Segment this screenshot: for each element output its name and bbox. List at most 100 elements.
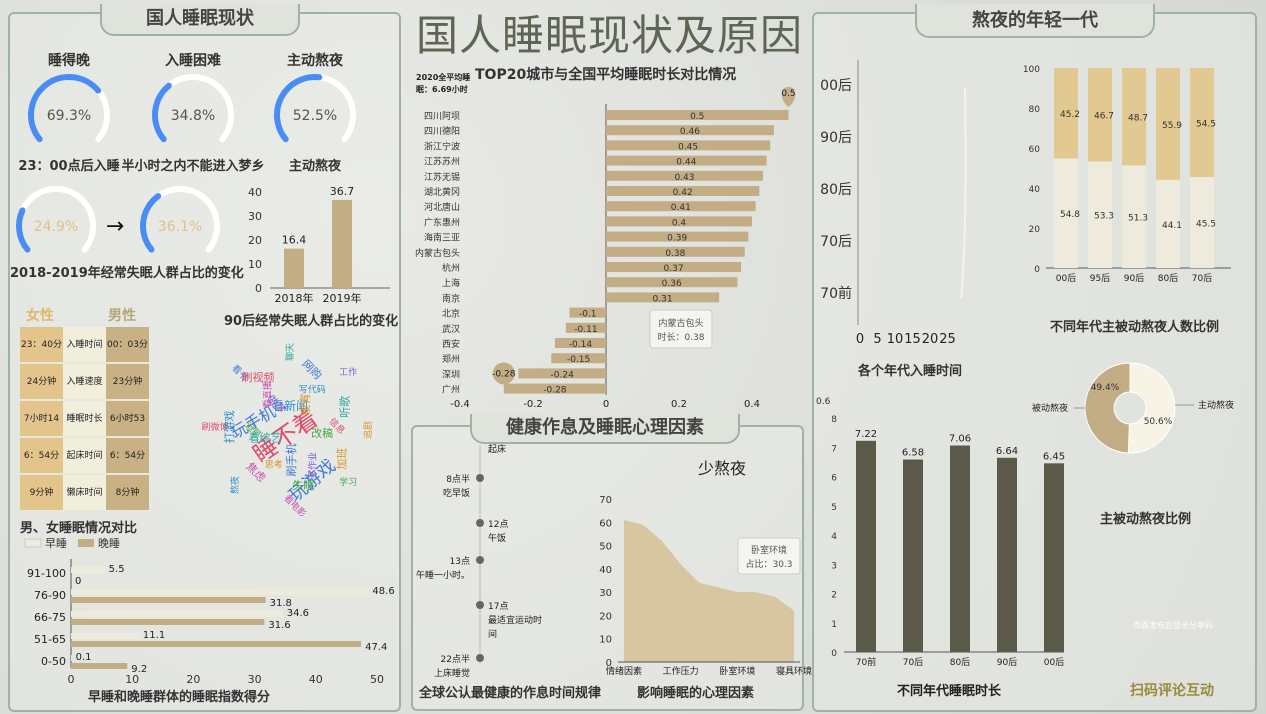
psych-xtick: 情绪因素 xyxy=(606,665,642,677)
city-value-label: -0.14 xyxy=(569,340,593,350)
ratio-xtick: 00后 xyxy=(1056,273,1076,284)
city-xtick: 0 xyxy=(603,399,609,410)
era-xtick: 5 xyxy=(873,332,881,347)
city-name: 四川德阳 xyxy=(424,125,460,137)
word-cloud-word: 看直播 xyxy=(261,381,273,408)
gender-cell: 23：40分 xyxy=(20,327,63,363)
city-name: 湖北黄冈 xyxy=(424,186,460,198)
timeline-dot xyxy=(476,654,484,662)
pie-passive-value: 49.4% xyxy=(1091,383,1120,393)
city-bar xyxy=(554,338,606,348)
hours-ytick: 3 xyxy=(831,561,837,571)
era-ytick: 70后 xyxy=(820,234,852,250)
ratio-xtick: 90后 xyxy=(1124,273,1144,284)
gender-caption: 男、女睡眠情况对比 xyxy=(20,521,138,536)
word-cloud-word: 看综艺 xyxy=(249,430,282,444)
post90-ytick: 10 xyxy=(248,258,262,271)
hours-ytick: 0 xyxy=(831,649,837,659)
hours-ytop-label: 0.6 xyxy=(816,397,831,407)
post90-ytick: 20 xyxy=(248,234,262,247)
city-value-label: -0.1 xyxy=(579,310,597,320)
score-label-early: 5.5 xyxy=(109,564,125,575)
city-value-label: 0.38 xyxy=(665,249,685,259)
word-cloud-word: 失眠 xyxy=(292,479,314,492)
era-xtick: 10 xyxy=(887,332,904,347)
hours-bar-label: 6.58 xyxy=(902,448,924,459)
city-value-label: -0.24 xyxy=(551,370,575,380)
ratio-bar-bottom xyxy=(1088,161,1112,268)
score-bar-early xyxy=(71,589,369,595)
gender-cell: 入睡时间 xyxy=(63,327,106,363)
ratio-bar-top xyxy=(1122,68,1146,166)
timeline-text: 起床 xyxy=(488,443,506,455)
ratio-label-top: 45.2 xyxy=(1060,110,1080,120)
hours-ytick: 7 xyxy=(831,444,837,454)
score-label-late: 31.6 xyxy=(268,620,290,631)
legend-early-swatch xyxy=(24,538,42,548)
gender-cell: 7小时14分 xyxy=(20,401,63,460)
psych-ytick: 60 xyxy=(599,518,612,529)
pie-passive-label: 被动熬夜 xyxy=(1032,402,1068,414)
psych-tooltip-name: 卧室环境 xyxy=(751,544,787,556)
main-title: 国人睡眠现状及原因 xyxy=(416,11,804,60)
gender-cell: 00：03分 xyxy=(106,327,149,363)
gender-cell: 24分钟 xyxy=(20,364,63,400)
hours-xtick: 70后 xyxy=(903,657,923,668)
city-name: 南京 xyxy=(442,292,460,304)
score-label-early: 0.1 xyxy=(76,652,92,663)
word-cloud-word: 写代码 xyxy=(299,385,326,396)
timeline-text: 间 xyxy=(488,628,497,640)
male-label: 男性 xyxy=(108,308,136,324)
city-value-label: 0.31 xyxy=(653,294,673,304)
timeline-text: 22点半 xyxy=(441,653,470,665)
change-caption: 2018-2019年经常失眠人群占比的变化 xyxy=(10,265,244,281)
era-ytick: 70前 xyxy=(820,285,852,302)
city-bar xyxy=(606,170,763,181)
left-panel-title: 国人睡眠现状 xyxy=(100,4,300,36)
legend-early-label: 早睡 xyxy=(45,537,67,550)
city-name: 内蒙古包头 xyxy=(415,247,460,259)
health-panel-title: 健康作息及睡眠心理因素 xyxy=(470,414,740,444)
word-cloud-word: 加班 xyxy=(336,448,349,470)
gender-cell: 23分钟 xyxy=(106,364,149,400)
word-cloud-word: 夜宵 xyxy=(298,394,312,416)
psych-title: 少熬夜 xyxy=(698,459,747,478)
city-value-label: 0.42 xyxy=(673,188,693,198)
era-xtick: 25 xyxy=(939,332,956,347)
city-value-label: -0.11 xyxy=(574,325,597,335)
score-label-late: 9.2 xyxy=(131,664,147,675)
city-bar xyxy=(606,246,745,257)
pie-active-label: 主动熬夜 xyxy=(1198,399,1234,411)
gauge-head: 入睡困难 xyxy=(165,52,221,69)
pin-min-label: -0.28 xyxy=(492,369,516,379)
psych-tooltip-box xyxy=(737,537,801,575)
gender-cell: 睡眠时长 xyxy=(63,401,106,437)
psych-ytick: 20 xyxy=(599,611,612,622)
word-cloud-word: 听歌 xyxy=(337,396,351,418)
psych-xtick: 卧室环境 xyxy=(719,665,755,677)
city-name: 江苏苏州 xyxy=(424,156,460,168)
ratio-label-bottom: 51.3 xyxy=(1128,214,1148,224)
post90-bar-label: 16.4 xyxy=(282,234,307,247)
psych-ytick: 10 xyxy=(599,635,612,646)
scan-comment-link[interactable]: 扫码评论互动 xyxy=(1130,683,1214,699)
ratio-stacked-chart: 0 20 40 60 80 100 54.8 45.2 00后 53.3 46.7 95后 51.3 48… xyxy=(1023,65,1231,284)
word-cloud-word: 追剧 xyxy=(362,421,374,439)
era-sleep-time-chart: 00后 90后 80后 70后 70前 0 5 10 15 20 25 xyxy=(820,60,967,347)
ratio-xtick: 70后 xyxy=(1192,273,1212,284)
watermark-text: 页面发布后显示分享码 xyxy=(1133,621,1213,630)
ratio-xtick: 80后 xyxy=(1158,273,1178,284)
hours-bar xyxy=(997,457,1017,652)
sleep-hours-chart: 0.6 0 1 2 3 4 5 6 7 8 7.22 70前 6.58 70后 7.06 80后 6.64 90后… xyxy=(816,397,1065,668)
score-xtick: 30 xyxy=(248,673,262,686)
ratio-label-bottom: 53.3 xyxy=(1094,212,1114,222)
gauge-2-fill xyxy=(274,74,323,143)
timeline-text: 8点半 xyxy=(446,473,470,485)
city-bar xyxy=(518,368,606,379)
ratio-bar-bottom xyxy=(1156,179,1180,268)
ratio-label-bottom: 44.1 xyxy=(1162,221,1182,231)
timeline-text: 午饭 xyxy=(488,532,506,544)
timeline-text: 17点 xyxy=(488,601,508,612)
post90-ytick: 30 xyxy=(248,210,262,223)
